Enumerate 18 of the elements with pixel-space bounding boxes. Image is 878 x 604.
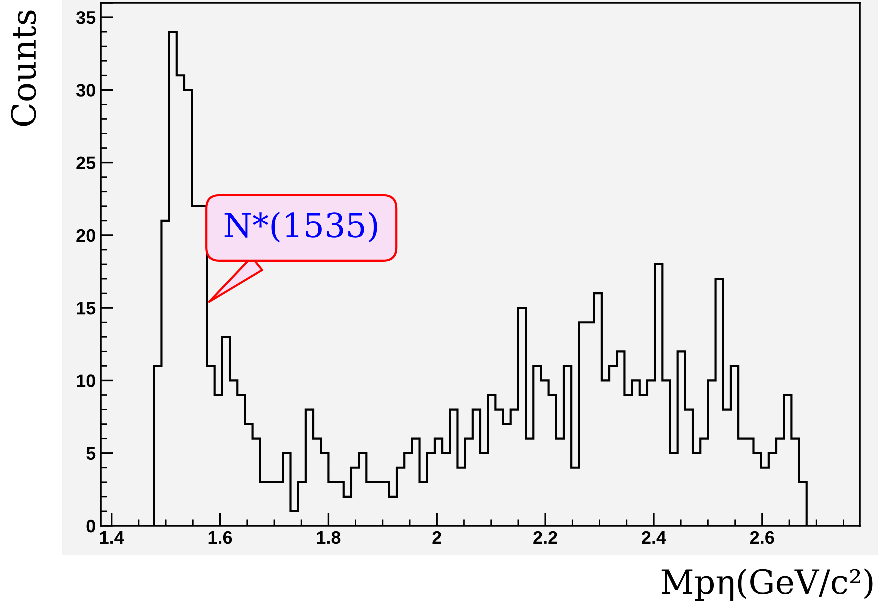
y-tick-label: 10 bbox=[77, 374, 96, 388]
y-tick-label: 0 bbox=[86, 520, 96, 533]
annotation: N*(1535) bbox=[224, 212, 378, 243]
x-tick-label: 2 bbox=[432, 531, 442, 544]
y-tick-label: 20 bbox=[76, 229, 96, 242]
y-tick-label: 25 bbox=[76, 156, 96, 170]
x-tick-label: 2.6 bbox=[750, 531, 774, 544]
y-axis-title: Counts bbox=[11, 10, 36, 126]
x-tick-label: 2.2 bbox=[534, 531, 558, 544]
x-tick-label: 1.4 bbox=[100, 532, 124, 544]
x-tick-label: 2.4 bbox=[642, 531, 666, 544]
x-tick-label: 1.8 bbox=[317, 531, 341, 544]
y-tick-label: 30 bbox=[76, 84, 96, 97]
x-axis-title: Mpη(GeV/c²) bbox=[662, 568, 873, 601]
y-tick-label: 5 bbox=[86, 447, 96, 460]
y-tick-label: 35 bbox=[76, 11, 96, 24]
x-tick-label: 1.6 bbox=[208, 531, 232, 544]
y-tick-label: 15 bbox=[77, 302, 96, 315]
